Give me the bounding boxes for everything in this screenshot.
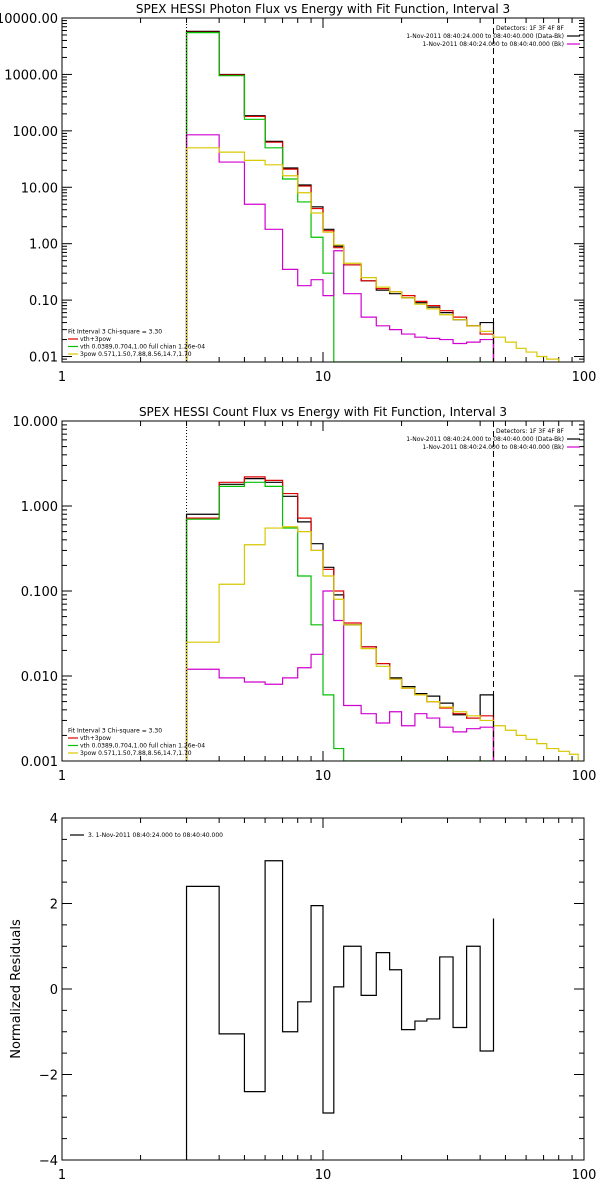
- x-tick-label: 100: [572, 370, 597, 385]
- plot-area: [185, 421, 579, 761]
- x-tick-label: 1: [58, 370, 66, 385]
- legend-top: 3. 1-Nov-2011 08:40:24.000 to 08:40:40.0…: [70, 832, 223, 839]
- y-tick-label: 0.010: [21, 670, 58, 685]
- legend-top-entry: Detectors: 1F 3F 4F 8F: [496, 428, 565, 435]
- chart-panels: SPEX HESSI Photon Flux vs Energy with Fi…: [0, 2, 596, 1183]
- y-tick-label: 10000.00: [0, 12, 58, 27]
- series-line-5: [185, 147, 560, 362]
- y-tick-label: 10.000: [13, 415, 59, 430]
- plot-frame: [61, 420, 585, 762]
- y-tick-label: 4: [50, 812, 58, 827]
- y-tick-label: 0: [50, 983, 58, 998]
- x-tick-label: 1: [58, 1168, 66, 1183]
- legend-top-entry: Detectors: 1F 3F 4F 8F: [496, 25, 565, 32]
- y-tick-label: 0.100: [21, 585, 58, 600]
- series-line-3: [185, 481, 494, 761]
- legend-top-entry: 1-Nov-2011 08:40:24.000 to 08:40:40.000 …: [422, 444, 564, 451]
- plot-frame: [61, 17, 585, 363]
- series-line-3: [185, 32, 494, 362]
- legend-bottom-entry: vth+3pow: [80, 336, 111, 343]
- x-tick-label: 100: [572, 1168, 597, 1183]
- series-line-4: [185, 134, 495, 362]
- legend-bottom-entry: Fit Interval 3 Chi-square = 3.30: [68, 728, 162, 735]
- axis-ticks: [61, 17, 585, 363]
- series-line-1: [185, 30, 495, 362]
- legend-top-entry: 1-Nov-2011 08:40:24.000 to 08:40:40.000 …: [406, 33, 564, 40]
- legend-top-entry: 1-Nov-2011 08:40:24.000 to 08:40:40.000 …: [422, 41, 564, 48]
- y-tick-label: 1.00: [29, 238, 58, 253]
- y-tick-label: 0.001: [21, 755, 58, 770]
- plot-area: [185, 18, 560, 362]
- legend-bottom: Fit Interval 3 Chi-square = 3.30vth+3pow…: [68, 329, 205, 358]
- y-tick-label: 2: [50, 898, 58, 913]
- legend-bottom-entry: vth 0.0389,0.704,1.00 full chian 1.26e-0…: [80, 743, 205, 750]
- y-tick-label: 1000.00: [4, 68, 58, 83]
- y-tick-label: −2: [39, 1069, 58, 1084]
- legend-bottom-entry: 3pow 0.571,1.50,7.88,8.56,14.7,1.70: [80, 750, 192, 757]
- legend-top: Detectors: 1F 3F 4F 8F1-Nov-2011 08:40:2…: [406, 428, 580, 451]
- plot-area: [185, 860, 495, 1160]
- series-line-1: [185, 478, 495, 761]
- x-tick-label: 10: [315, 1168, 332, 1183]
- y-axis-label: Normalized Residuals: [9, 919, 24, 1059]
- legend-bottom-entry: Fit Interval 3 Chi-square = 3.30: [68, 329, 162, 336]
- chart-panel-1: SPEX HESSI Photon Flux vs Energy with Fi…: [0, 2, 596, 385]
- chart-title: SPEX HESSI Count Flux vs Energy with Fit…: [139, 405, 507, 419]
- legend-top-entry: 3. 1-Nov-2011 08:40:24.000 to 08:40:40.0…: [88, 832, 223, 839]
- y-tick-label: 0.01: [29, 351, 58, 366]
- legend-top: Detectors: 1F 3F 4F 8F1-Nov-2011 08:40:2…: [406, 25, 580, 48]
- legend-top-entry: 1-Nov-2011 08:40:24.000 to 08:40:40.000 …: [406, 436, 564, 443]
- y-tick-label: 1.000: [21, 500, 58, 515]
- plot-frame: [61, 817, 585, 1161]
- y-tick-label: 0.10: [29, 294, 58, 309]
- y-tick-label: 100.00: [13, 125, 59, 140]
- x-tick-label: 100: [572, 769, 597, 784]
- series-line-4: [185, 590, 495, 761]
- x-tick-label: 10: [315, 370, 332, 385]
- y-tick-label: −4: [39, 1154, 58, 1169]
- series-line-2: [185, 476, 495, 761]
- chart-panel-3: 1 10 100 −4 −2 0 2 4 Normalized Residuals 3. 1-No…: [9, 812, 596, 1183]
- y-tick-label: 10.00: [21, 181, 58, 196]
- chart-title: SPEX HESSI Photon Flux vs Energy with Fi…: [136, 2, 510, 16]
- x-tick-label: 1: [58, 769, 66, 784]
- series-line-5: [185, 526, 579, 761]
- legend-bottom-entry: 3pow 0.571,1.50,7.88,8.56,14.7,1.70: [80, 351, 192, 358]
- legend-bottom-entry: vth+3pow: [80, 735, 111, 742]
- series-line-1: [185, 860, 495, 1160]
- chart-panel-2: SPEX HESSI Count Flux vs Energy with Fit…: [13, 405, 597, 784]
- legend-bottom-entry: vth 0.0389,0.704,1.00 full chian 1.26e-0…: [80, 344, 205, 351]
- x-tick-label: 10: [315, 769, 332, 784]
- legend-bottom: Fit Interval 3 Chi-square = 3.30vth+3pow…: [68, 728, 205, 757]
